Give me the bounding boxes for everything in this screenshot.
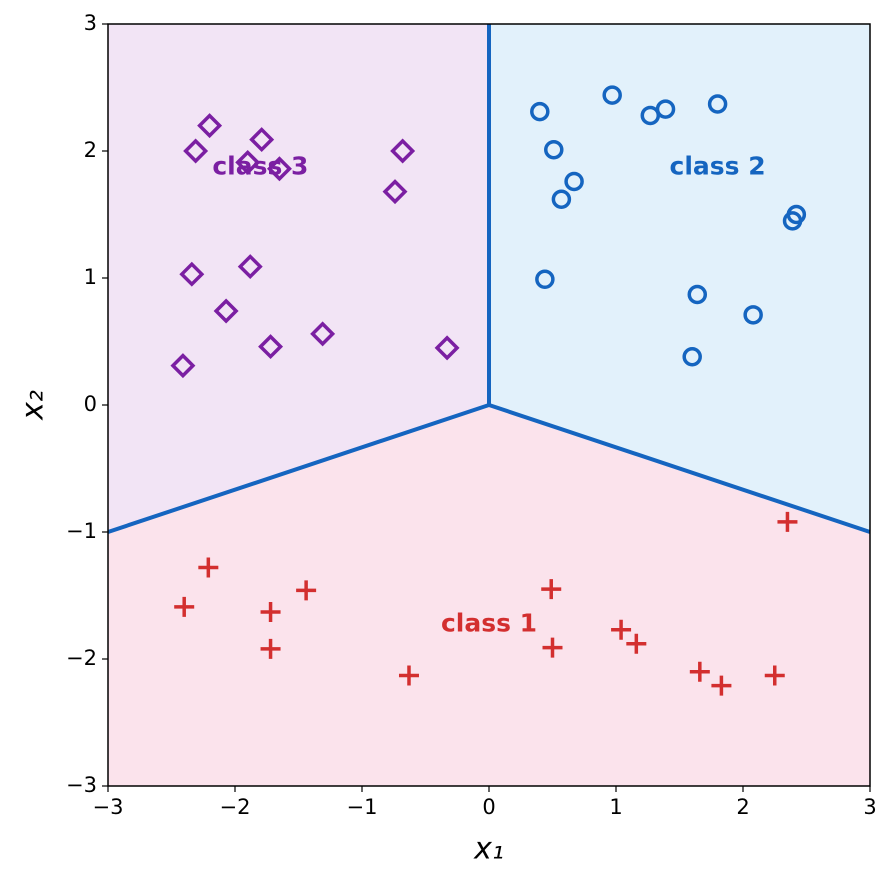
class-label: class 2: [670, 152, 766, 181]
point: [544, 139, 564, 160]
point: [655, 99, 676, 119]
point: [260, 602, 281, 623]
point: [296, 580, 317, 601]
point: [782, 211, 803, 231]
point: [266, 156, 292, 182]
point: [382, 179, 408, 205]
y-tick-label: 2: [84, 138, 97, 162]
x-tick-label: 3: [863, 795, 876, 819]
point: [258, 334, 284, 360]
class-label: class 3: [212, 152, 308, 181]
point: [542, 637, 563, 658]
x-axis-label: x₁: [473, 832, 504, 867]
x-tick-label: 2: [736, 795, 749, 819]
point: [179, 261, 205, 287]
point: [530, 101, 550, 122]
point: [687, 284, 708, 305]
point: [434, 335, 460, 361]
point: [689, 661, 710, 682]
y-axis-label: x₂: [16, 390, 51, 421]
point: [743, 305, 763, 325]
point: [398, 665, 419, 686]
decision-boundary: [488, 403, 871, 534]
y-tick-label: 1: [84, 265, 97, 289]
point: [707, 94, 728, 114]
class-region: [489, 24, 870, 532]
x-tick-label: 0: [482, 795, 495, 819]
point: [541, 579, 562, 600]
point: [535, 269, 555, 290]
point: [237, 254, 263, 280]
point: [626, 633, 647, 654]
point: [564, 171, 584, 192]
y-tick-label: 0: [84, 392, 97, 416]
point: [183, 138, 209, 164]
x-tick-label: −2: [220, 795, 251, 819]
point: [198, 557, 219, 578]
point: [235, 149, 261, 175]
y-tick-label: −3: [66, 773, 97, 797]
class-region: [108, 405, 870, 786]
point: [764, 665, 785, 686]
point: [777, 511, 798, 532]
y-tick-label: −1: [66, 519, 97, 543]
point: [551, 189, 572, 210]
x-tick-label: −1: [347, 795, 378, 819]
point: [260, 638, 281, 659]
point: [611, 619, 632, 640]
point: [174, 596, 195, 617]
point: [197, 113, 223, 139]
y-tick-label: 3: [84, 11, 97, 35]
point: [213, 298, 239, 324]
point: [249, 127, 275, 153]
point: [711, 675, 732, 696]
point: [682, 346, 702, 367]
x-tick-label: 1: [609, 795, 622, 819]
point: [390, 138, 416, 164]
y-tick-label: −2: [66, 646, 97, 670]
class-label: class 1: [441, 609, 537, 638]
decision-boundary: [107, 403, 490, 534]
x-tick-label: −3: [93, 795, 124, 819]
point: [310, 321, 336, 347]
point: [602, 85, 622, 105]
point: [170, 353, 196, 379]
